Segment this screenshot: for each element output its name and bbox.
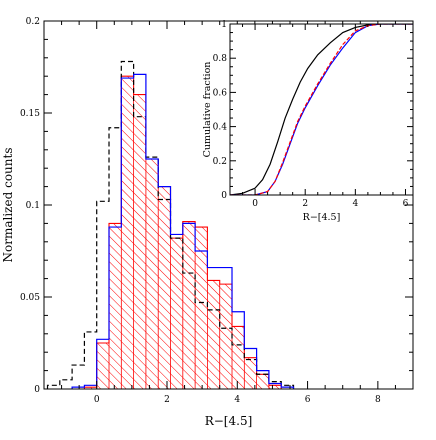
dashed-series-line (46, 60, 295, 389)
y-tick-label: 0.1 (26, 201, 40, 211)
inset-y-tick-label: 0.6 (213, 88, 228, 98)
hatched-bar (158, 186, 171, 389)
cumulative-inset-panel: 0 2 4 6 0 0.2 0.4 0.6 0.8 1 R−[4.5] Cumulative frac… (202, 20, 414, 223)
hatched-bar (268, 385, 282, 389)
x-axis-label: R−[4.5] (205, 414, 253, 428)
blue-series-line (71, 73, 295, 389)
x-tick-label: 2 (164, 395, 170, 405)
inset-plot-area (230, 24, 413, 195)
hatched-bar (84, 387, 97, 389)
hatched-bar (195, 227, 208, 389)
y-tick-label: 0.2 (26, 17, 40, 27)
inset-y-axis-label: Cumulative fraction (202, 62, 213, 158)
x-tick-label: 0 (94, 395, 100, 405)
y-tick-label: 0.05 (20, 293, 40, 303)
inset-background (230, 24, 413, 195)
inset-y-tick-label: 0.8 (213, 54, 228, 64)
hatched-bar (244, 357, 257, 389)
hatched-bar (145, 159, 159, 389)
hatched-bar (109, 223, 122, 389)
y-tick-label: 0 (34, 385, 40, 395)
inset-x-axis-label: R−[4.5] (303, 212, 341, 223)
inset-x-tick-label: 0 (252, 199, 258, 209)
inset-y-tick-label: 0 (221, 191, 227, 201)
cumulative-red-dashed-line (230, 24, 413, 195)
inset-x-tick-label: 6 (403, 199, 409, 209)
inset-y-tick-label: 0.4 (213, 123, 228, 133)
inset-y-tick-label: 1 (221, 20, 227, 30)
cumulative-black-line (230, 24, 413, 195)
hatched-bar (232, 326, 245, 389)
hatched-bar (219, 284, 233, 389)
x-tick-label: 8 (375, 395, 381, 405)
x-tick-label: 4 (234, 395, 240, 405)
inset-x-tick-label: 2 (302, 199, 308, 209)
hatched-bar (207, 280, 220, 389)
main-plot-area (46, 60, 295, 389)
inset-x-tick-label: 4 (352, 199, 358, 209)
inset-y-tick-label: 0.2 (213, 157, 227, 167)
x-tick-label: 6 (305, 395, 311, 405)
y-axis-label: Normalized counts (1, 148, 15, 263)
hatched-bar (121, 76, 134, 389)
y-tick-label: 0.15 (20, 109, 40, 119)
hatched-bar (256, 374, 269, 389)
main-histogram-panel: 0 2 4 6 8 0 0.05 0.1 0.15 0.2 R−[4.5] Normalized co… (1, 17, 414, 428)
hatched-bar (133, 94, 146, 389)
hatched-bar (96, 343, 110, 389)
hatched-bar (170, 238, 183, 389)
hatched-bar (182, 221, 196, 389)
